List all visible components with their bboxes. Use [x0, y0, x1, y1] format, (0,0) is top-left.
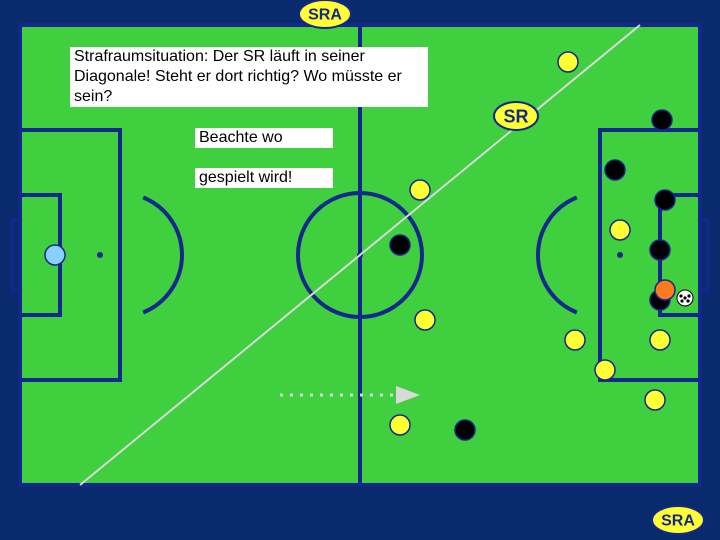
label-sr: SR [494, 102, 538, 130]
player-yellow-1 [410, 180, 430, 200]
player-black-1 [605, 160, 625, 180]
caption-t2: Beachte wo [195, 128, 333, 148]
label-text-sra_top: SRA [308, 7, 342, 24]
player-black-6 [455, 420, 475, 440]
player-yellow-7 [645, 390, 665, 410]
ball [677, 290, 693, 306]
player-yellow-0 [558, 52, 578, 72]
label-text-sra_bot: SRA [661, 513, 695, 530]
player-yellow-4 [565, 330, 585, 350]
label-text-sr: SR [503, 106, 528, 126]
player-yellow-5 [595, 360, 615, 380]
left-penalty-spot [97, 252, 103, 258]
player-black-3 [390, 235, 410, 255]
label-sra_bot: SRA [652, 506, 704, 534]
label-sra_top: SRA [299, 0, 351, 28]
stage: SRA SR SRA Strafraumsituation: Der SR läuf… [0, 0, 720, 540]
player-black-0 [652, 110, 672, 130]
right-penalty-spot [617, 252, 623, 258]
caption-t1: Strafraumsituation: Der SR läuft in sein… [70, 47, 428, 107]
player-orange [655, 280, 675, 300]
player-yellow-3 [610, 220, 630, 240]
caption-t3: gespielt wird! [195, 168, 333, 188]
player-yellow-8 [390, 415, 410, 435]
goalkeeper [45, 245, 65, 265]
player-yellow-6 [650, 330, 670, 350]
player-black-2 [655, 190, 675, 210]
player-black-4 [650, 240, 670, 260]
player-yellow-2 [415, 310, 435, 330]
